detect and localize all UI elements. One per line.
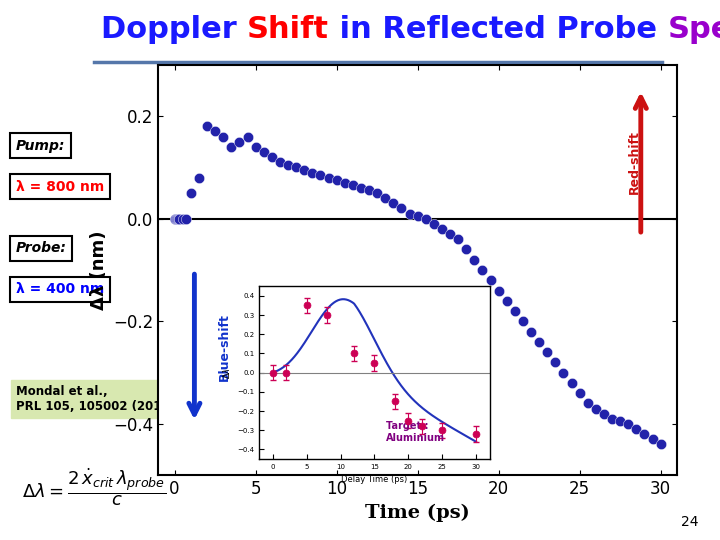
Point [452,235,464,244]
Point [170,214,181,223]
Text: Blue-shift: Blue-shift [217,313,230,381]
Text: Red-shift: Red-shift [628,130,641,194]
Point [323,173,334,182]
Point [301,301,312,310]
Point [557,368,569,377]
Point [202,122,213,131]
Point [469,255,480,264]
Point [574,389,585,397]
X-axis label: Delay Time (ps): Delay Time (ps) [341,475,408,484]
Point [173,214,184,223]
Point [298,166,310,174]
Point [258,147,269,157]
Point [321,310,333,319]
Point [174,214,185,223]
Point [347,181,359,190]
Point [420,214,431,223]
Point [492,286,504,295]
Point [598,409,610,418]
Point [225,143,237,151]
Point [379,194,391,202]
X-axis label: Time (ps): Time (ps) [365,504,470,522]
Point [485,276,496,285]
Point [526,327,537,336]
Point [177,214,189,223]
Point [193,173,204,182]
Point [290,163,302,172]
Point [274,158,286,166]
Point [267,368,279,377]
Point [501,296,513,305]
Point [402,416,414,425]
Point [549,358,561,367]
Point [233,137,245,146]
Text: Doppler: Doppler [101,15,247,44]
Point [315,171,326,179]
Y-axis label: Δλ (nm): Δλ (nm) [90,230,108,310]
Point [281,368,292,377]
Text: Pump:: Pump: [16,139,66,153]
Point [444,230,456,238]
Point [364,186,375,195]
Point [416,422,428,431]
Text: Mondal et al.,
PRL 105, 105002 (2010): Mondal et al., PRL 105, 105002 (2010) [16,385,175,413]
Point [282,160,294,169]
Point [541,348,553,356]
Point [250,143,261,151]
Text: λ = 800 nm: λ = 800 nm [16,180,104,194]
Point [348,349,360,357]
Point [217,132,229,141]
Point [436,225,448,233]
Point [509,307,521,315]
Point [389,397,400,406]
Text: λ = 400 nm: λ = 400 nm [16,282,104,296]
Point [185,189,197,198]
Text: $\Delta\lambda = \dfrac{2\,\dot{x}_{crit}\,\lambda_{probe}}{c}$: $\Delta\lambda = \dfrac{2\,\dot{x}_{crit… [22,466,166,508]
Text: Spectra: Spectra [668,15,720,44]
Point [590,404,602,413]
Point [266,153,277,161]
Point [614,417,626,426]
Point [655,440,667,449]
Point [369,359,380,367]
Point [639,430,650,438]
Point [566,379,577,387]
Point [372,189,383,198]
Point [171,214,182,223]
Point [470,430,482,438]
Point [631,424,642,433]
Point [461,245,472,254]
Text: Shift: Shift [247,15,329,44]
Point [242,132,253,141]
Point [404,209,415,218]
Point [647,435,658,444]
Point [396,204,408,213]
Point [331,176,343,185]
Point [172,214,184,223]
Point [534,338,545,346]
Point [436,426,448,435]
Point [412,212,423,220]
Point [307,168,318,177]
Text: in Reflected Probe: in Reflected Probe [329,15,668,44]
Point [477,266,488,274]
Y-axis label: $\Delta\lambda$: $\Delta\lambda$ [220,367,232,379]
Text: Probe:: Probe: [16,241,67,255]
Point [210,127,221,136]
Point [180,214,192,223]
Point [622,420,634,428]
Point [582,399,593,408]
Text: 24: 24 [681,515,698,529]
Point [339,178,351,187]
Point [517,317,528,326]
Point [171,214,183,223]
Point [428,219,439,228]
Point [168,214,180,223]
Text: Target :
Aluminium: Target : Aluminium [386,421,445,443]
Point [606,415,618,423]
Point [355,184,366,192]
Point [387,199,399,207]
